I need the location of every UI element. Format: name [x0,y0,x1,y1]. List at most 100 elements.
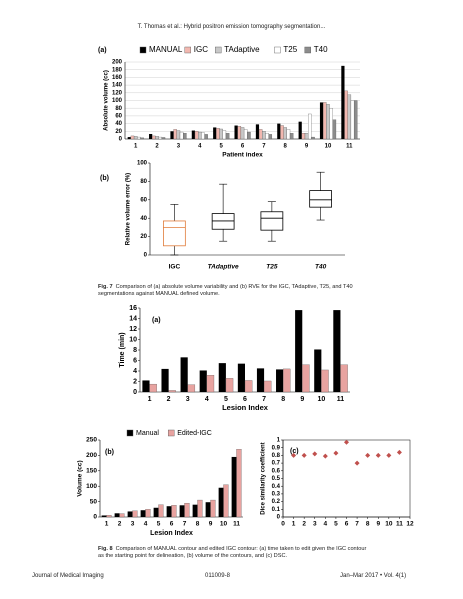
x-tick-label: 7 [355,521,359,528]
x-tick-label: 6 [345,521,349,528]
bar [314,349,322,392]
y-tick-label: 0.2 [272,499,281,505]
bar [319,102,324,139]
bar [140,137,144,140]
bar [197,499,203,518]
box [211,213,235,230]
caption: Fig. 8 Comparison of MANUAL contour and e… [98,546,368,560]
legend-label: T40 [314,45,328,54]
bar [280,125,284,140]
y-tick-label: 14 [129,315,137,322]
x-tick-label: 11 [396,521,403,528]
bar [263,380,272,393]
bar [333,310,341,392]
y-tick-label: 0.9 [272,445,281,451]
bar [295,310,303,392]
x-tick-label: 9 [376,521,380,528]
bar [155,136,159,140]
y-tick-label: 0.8 [272,453,281,459]
x-tick-label: 9 [305,144,309,150]
y-tick-label: 180 [112,67,123,73]
bar [161,368,169,392]
x-tick-label: 2 [302,521,306,528]
bar [308,113,312,140]
legend-label: IGC [194,45,208,54]
y-tick-label: 60 [140,197,147,203]
x-axis-label: Lesion Index [150,530,193,537]
y-axis-label: Volume (cc) [77,460,84,496]
bar [234,125,238,139]
caption: Fig. 7 Comparison of (a) absolute volume … [98,284,368,298]
legend-swatch [274,46,281,54]
bar [198,131,202,140]
x-tick-label: 2 [167,396,171,403]
y-tick-label: 200 [112,60,123,66]
x-tick-label: 12 [406,521,414,528]
bar [262,131,266,140]
bar [237,363,245,392]
bar [184,502,190,518]
bar [286,129,291,140]
y-tick-label: 0.1 [272,507,281,513]
panel-label: (b) [100,175,109,182]
bar [255,124,260,139]
panel-label: (b) [105,449,114,456]
legend-swatch [139,46,147,54]
x-tick-label: 3 [177,144,181,150]
x-tick-label: 5 [157,521,161,528]
y-tick-label: 12 [129,326,137,333]
bar [283,368,291,393]
y-tick-label: 4 [133,368,137,375]
bar [231,456,237,517]
bar [218,363,226,392]
x-tick-label: 0 [281,521,285,528]
panel-label: (a) [98,47,107,54]
bar [340,364,348,393]
x-tick-label: 4 [144,521,148,528]
y-tick-label: 100 [86,483,97,490]
bar [127,511,133,517]
x-tick-label: 10 [385,521,393,528]
y-axis-label: Dice similarity coefficient [261,442,267,514]
legend-label: TAdaptive [224,45,260,54]
bar [276,369,284,392]
y-tick-label: 0 [119,137,123,143]
bar [140,510,146,517]
y-axis-label: Time (min) [119,332,126,367]
y-tick-label: 0.4 [272,484,281,490]
point [354,460,360,466]
point [375,452,381,458]
bar [132,510,138,518]
bar [216,128,220,140]
bar [322,102,327,140]
x-tick-label: 6 [170,521,174,528]
y-tick-label: 160 [112,75,123,81]
bar [301,133,306,140]
legend-swatch [167,429,175,437]
point [365,452,371,458]
bar [161,137,166,140]
bar [114,513,120,517]
x-tick-label: 8 [284,144,288,150]
bar [192,504,198,517]
y-tick-label: 8 [133,347,137,354]
bar [130,135,135,140]
caption-label: Fig. 7 [98,284,113,290]
bar [205,502,211,517]
box [163,220,186,247]
x-tick-label: 8 [196,521,200,528]
y-tick-label: 250 [86,437,97,444]
legend-label: T25 [283,45,297,54]
x-tick-label: 7 [262,144,266,150]
bar [176,130,181,140]
bar [240,127,245,140]
bar [321,369,329,393]
bar [256,368,265,392]
bar [329,108,333,140]
y-tick-label: 6 [133,357,137,364]
bar [127,137,131,139]
bar [350,100,355,140]
bar [222,130,227,140]
